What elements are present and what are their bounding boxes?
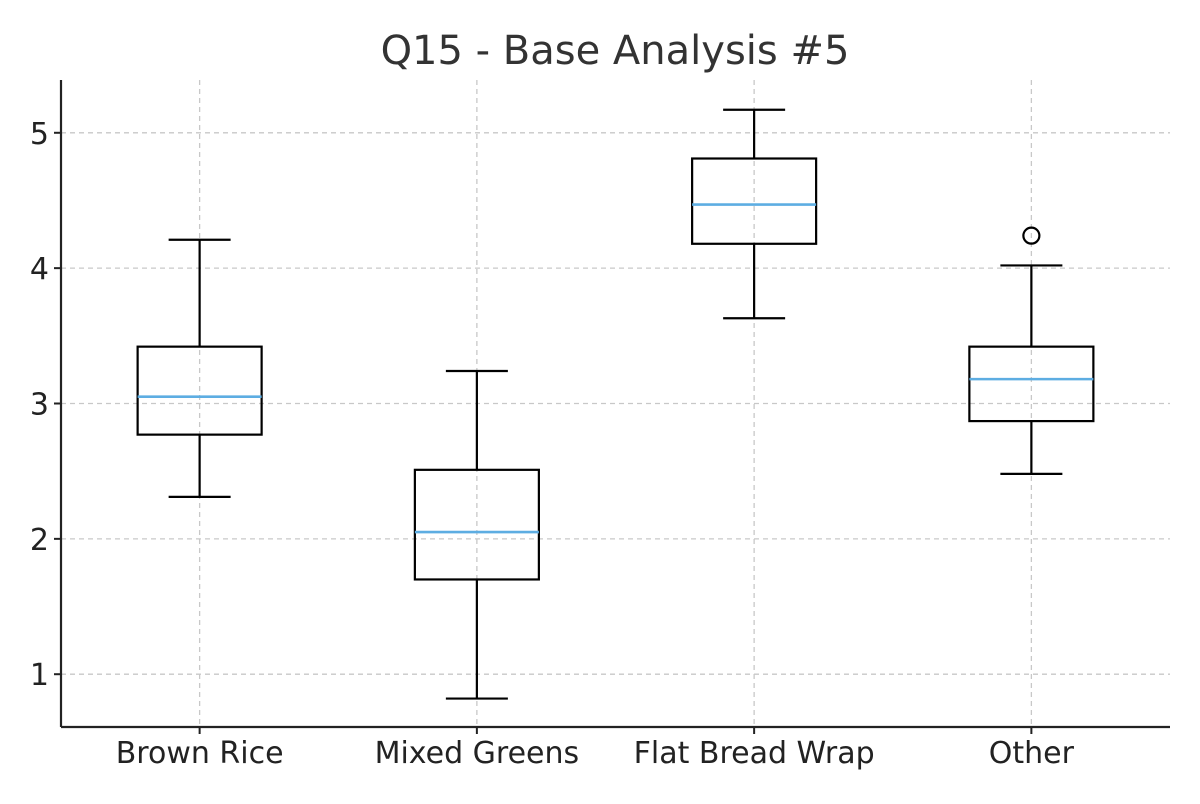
iqr-box [968,345,1095,423]
y-tick-label: 5 [30,117,49,152]
grid-layer [61,80,1170,727]
box-layer [136,108,1095,700]
box-group [691,108,818,320]
y-tick-label: 4 [30,252,49,287]
x-tick-label: Mixed Greens [375,736,580,771]
axis-layer: 1 2 3 4 5 Brown Rice Mixed Greens Flat Bread Wr… [30,80,1170,771]
iqr-box [691,157,818,245]
outlier-point [1022,226,1041,245]
x-tick-label: Other [989,736,1075,771]
box-group [968,226,1095,475]
iqr-box [136,345,263,436]
box-group [136,238,263,498]
y-tick-label: 1 [30,658,49,693]
y-tick-label: 2 [30,523,49,558]
iqr-box [413,468,540,581]
x-tick-label: Brown Rice [116,736,284,771]
y-tick-label: 3 [30,388,49,423]
x-tick-label: Flat Bread Wrap [634,736,875,771]
chart-title: Q15 - Base Analysis #5 [381,28,850,74]
box-group [413,369,540,700]
